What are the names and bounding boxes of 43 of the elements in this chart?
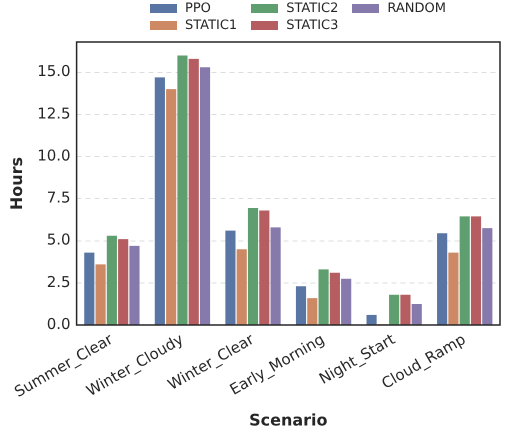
bar [389, 294, 400, 325]
bar [270, 227, 281, 325]
bar [236, 249, 247, 325]
bar [200, 67, 210, 325]
bar [437, 233, 448, 325]
bar [318, 269, 329, 325]
bar [154, 77, 165, 325]
x-axis-title: Scenario [249, 410, 328, 430]
bar [366, 314, 377, 325]
bar [259, 210, 270, 325]
bar [106, 236, 117, 325]
y-tick-label: 12.5 [37, 104, 71, 122]
bar [448, 252, 459, 325]
y-tick-label: 7.5 [46, 188, 71, 207]
bar [412, 304, 422, 325]
legend-label: PPO [185, 0, 211, 17]
bar [188, 58, 199, 325]
bar [330, 272, 340, 325]
bar [341, 278, 352, 325]
bar [296, 286, 306, 325]
bar [129, 246, 140, 325]
y-tick-label: 5.0 [46, 230, 71, 249]
legend-label: STATIC3 [286, 17, 338, 34]
bar [470, 216, 482, 325]
bar [225, 230, 236, 325]
bar [482, 228, 492, 325]
bar [307, 298, 318, 325]
bar [248, 208, 258, 325]
bar [118, 239, 128, 325]
bar [84, 252, 94, 325]
bar [400, 294, 411, 325]
y-tick-label: 15.0 [37, 62, 71, 80]
legend-label: STATIC2 [286, 0, 338, 17]
bar [460, 216, 470, 325]
y-tick-label: 0.0 [46, 314, 71, 333]
y-tick-label: 2.5 [46, 272, 71, 291]
bar [96, 264, 106, 325]
y-axis-title: Hours [6, 156, 26, 210]
bar [177, 55, 188, 325]
y-tick-label: 10.0 [37, 146, 71, 164]
legend-label: STATIC1 [185, 17, 238, 34]
legend-label: RANDOM [387, 0, 446, 17]
bar [166, 89, 176, 325]
